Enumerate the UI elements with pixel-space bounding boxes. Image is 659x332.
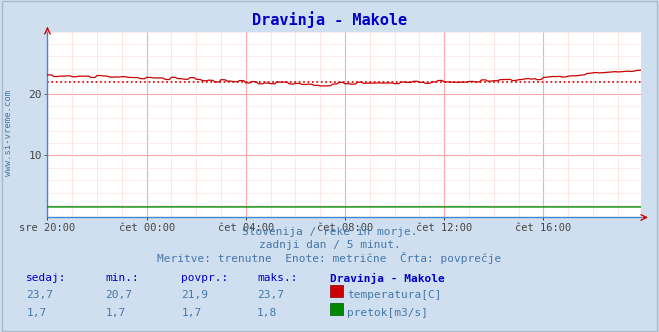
Text: 20,7: 20,7 [105,290,132,299]
Text: 23,7: 23,7 [26,290,53,299]
Text: 21,9: 21,9 [181,290,208,299]
Text: Slovenija / reke in morje.: Slovenija / reke in morje. [242,227,417,237]
Text: min.:: min.: [105,273,139,283]
Text: 23,7: 23,7 [257,290,284,299]
Text: zadnji dan / 5 minut.: zadnji dan / 5 minut. [258,240,401,250]
Text: Dravinja - Makole: Dravinja - Makole [330,273,444,284]
Text: 1,8: 1,8 [257,308,277,318]
Text: temperatura[C]: temperatura[C] [347,290,442,299]
Text: sedaj:: sedaj: [26,273,67,283]
Text: 1,7: 1,7 [181,308,202,318]
Text: pretok[m3/s]: pretok[m3/s] [347,308,428,318]
Text: maks.:: maks.: [257,273,297,283]
Text: www.si-vreme.com: www.si-vreme.com [4,90,13,176]
Text: Dravinja - Makole: Dravinja - Makole [252,12,407,29]
Text: 1,7: 1,7 [105,308,126,318]
Text: 1,7: 1,7 [26,308,47,318]
Text: Meritve: trenutne  Enote: metrične  Črta: povprečje: Meritve: trenutne Enote: metrične Črta: … [158,252,501,264]
Text: povpr.:: povpr.: [181,273,229,283]
